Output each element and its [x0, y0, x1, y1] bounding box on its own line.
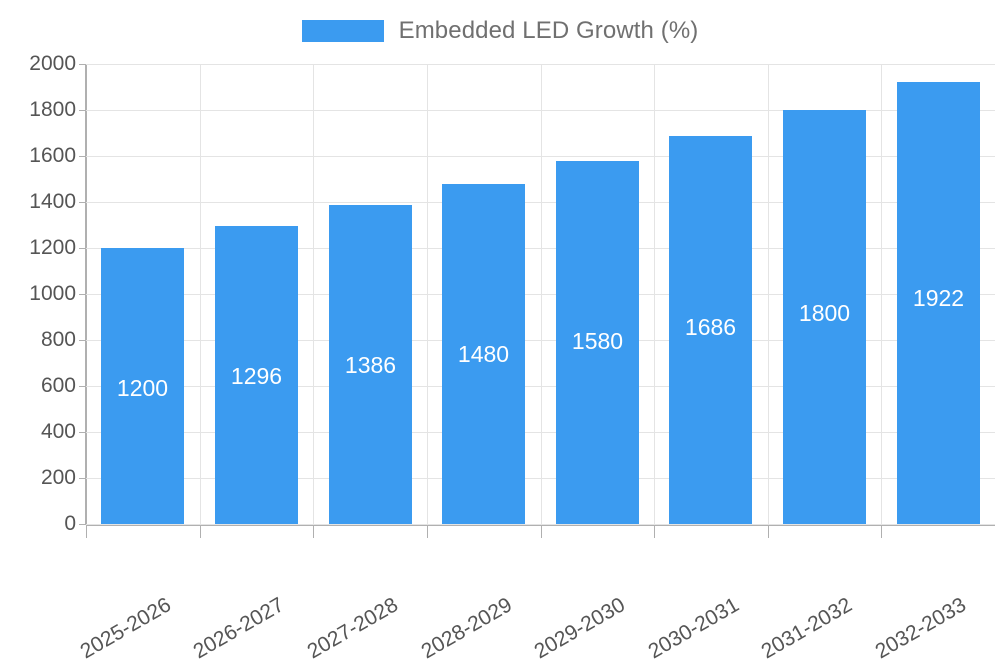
x-gridline	[768, 64, 769, 524]
y-tick-mark	[79, 386, 86, 387]
x-tick-label: 2030-2031	[644, 593, 743, 664]
x-tick-mark	[768, 526, 769, 538]
x-tick-label: 2032-2033	[871, 593, 970, 664]
y-tick-label: 1800	[29, 98, 76, 121]
x-gridline	[200, 64, 201, 524]
y-tick-mark	[79, 340, 86, 341]
bar-value-label: 1580	[571, 328, 624, 354]
x-tick-mark	[427, 526, 428, 538]
y-tick-label: 400	[40, 420, 76, 443]
y-gridline	[86, 64, 995, 65]
legend-swatch-embedded-led-growth	[301, 20, 384, 42]
y-tick-mark	[79, 478, 86, 479]
bar-value-label: 1480	[457, 341, 510, 367]
x-axis-line	[86, 524, 995, 526]
bar-value-label: 1922	[912, 285, 965, 311]
x-tick-label: 2027-2028	[303, 593, 402, 664]
x-gridline	[541, 64, 542, 524]
y-gridline	[86, 386, 995, 387]
y-tick-mark	[79, 248, 86, 249]
plot-area: 1200 1296 1386 1480 1580 1686 1800 1922	[86, 64, 995, 525]
y-gridline	[86, 202, 995, 203]
y-tick-label: 800	[40, 328, 76, 351]
y-tick-label: 600	[40, 374, 76, 397]
bar-value-label: 1200	[116, 375, 169, 401]
y-gridline	[86, 248, 995, 249]
y-tick-mark	[79, 202, 86, 203]
x-tick-label: 2029-2030	[530, 593, 630, 664]
bar-value-label: 1686	[684, 314, 737, 340]
bar[interactable]: 1580	[556, 161, 639, 524]
y-axis-labels: 0 200 400 600 800 1000 1200 1400 1600 1800 2000	[0, 0, 76, 600]
y-tick-label: 0	[64, 512, 76, 535]
y-tick-mark	[79, 294, 86, 295]
x-tick-label: 2028-2029	[416, 593, 516, 664]
y-gridline	[86, 340, 995, 341]
y-gridline	[86, 156, 995, 157]
bar[interactable]: 1200	[101, 248, 184, 524]
x-tick-mark	[313, 526, 314, 538]
y-tick-mark	[79, 110, 86, 111]
y-tick-label: 1600	[29, 144, 76, 167]
y-gridline	[86, 524, 995, 525]
bar[interactable]: 1922	[897, 82, 980, 524]
x-gridline	[313, 64, 314, 524]
bar[interactable]: 1480	[442, 184, 525, 524]
y-tick-label: 1000	[29, 282, 76, 305]
legend-label-embedded-led-growth: Embedded LED Growth (%)	[398, 17, 699, 44]
x-tick-mark	[86, 526, 87, 538]
y-tick-mark	[79, 524, 86, 525]
chart-legend: Embedded LED Growth (%)	[0, 10, 1000, 52]
x-gridline	[654, 64, 655, 524]
y-tick-label: 200	[40, 466, 76, 489]
bar-value-label: 1386	[344, 352, 397, 378]
bar-value-label: 1296	[230, 363, 283, 389]
y-gridline	[86, 110, 995, 111]
y-tick-mark	[79, 432, 86, 433]
x-tick-label: 2025-2026	[76, 593, 175, 664]
y-tick-mark	[79, 64, 86, 65]
x-tick-label: 2031-2032	[757, 593, 857, 664]
x-tick-mark	[541, 526, 542, 538]
y-tick-label: 2000	[29, 52, 76, 75]
x-tick-mark	[654, 526, 655, 538]
bar[interactable]: 1296	[215, 226, 298, 524]
y-tick-label: 1400	[29, 190, 76, 213]
x-tick-label: 2026-2027	[189, 593, 289, 664]
y-gridline	[86, 294, 995, 295]
bar[interactable]: 1686	[669, 136, 752, 524]
x-tick-mark	[881, 526, 882, 538]
x-gridline	[427, 64, 428, 524]
bar-value-label: 1800	[798, 300, 851, 326]
bar[interactable]: 1386	[329, 205, 412, 524]
y-gridline	[86, 432, 995, 433]
bar[interactable]: 1800	[783, 110, 866, 524]
y-tick-label: 1200	[29, 236, 76, 259]
x-gridline	[881, 64, 882, 524]
x-tick-mark	[200, 526, 201, 538]
y-tick-mark	[79, 156, 86, 157]
y-gridline	[86, 478, 995, 479]
